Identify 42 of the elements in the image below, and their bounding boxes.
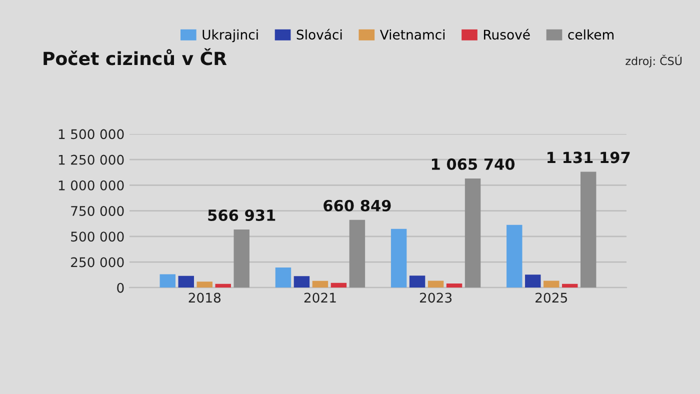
data-label: 566 931 bbox=[208, 209, 276, 222]
bar bbox=[160, 274, 176, 288]
bar bbox=[562, 284, 578, 288]
bar bbox=[525, 274, 541, 288]
data-label: 1 065 740 bbox=[432, 158, 515, 170]
x-tick-label: 2018 bbox=[188, 292, 221, 303]
bar bbox=[312, 280, 328, 288]
legend-label: celkem bbox=[568, 29, 614, 40]
y-tick-label: 1 500 000 bbox=[58, 129, 124, 140]
y-tick-label: 1 000 000 bbox=[58, 180, 124, 190]
bar bbox=[294, 276, 310, 288]
y-tick-label: 500 000 bbox=[71, 232, 124, 242]
legend-label: Rusové bbox=[484, 28, 530, 40]
bar bbox=[390, 228, 407, 288]
bar bbox=[215, 284, 231, 288]
bar bbox=[275, 267, 292, 288]
chart-title: Počet cizinců v ČR bbox=[44, 48, 227, 66]
bar bbox=[446, 284, 462, 288]
bar bbox=[349, 220, 366, 288]
bar bbox=[464, 178, 481, 288]
y-tick-label: 0 bbox=[117, 282, 124, 293]
data-label: 660 849 bbox=[324, 200, 391, 212]
x-tick-label: 2025 bbox=[536, 292, 568, 303]
text: zdroj: ČSÚ bbox=[626, 54, 682, 68]
bar bbox=[196, 282, 212, 288]
bar bbox=[330, 282, 347, 288]
data-label: 1 131 197 bbox=[548, 152, 630, 164]
bar bbox=[544, 280, 560, 288]
bar bbox=[234, 230, 250, 288]
legend-label: Vietnamci bbox=[380, 29, 445, 40]
bar bbox=[178, 276, 194, 288]
legend-label: Ukrajinci bbox=[202, 29, 258, 42]
bar bbox=[580, 172, 596, 288]
bar bbox=[506, 224, 522, 288]
y-tick-label: 1 250 000 bbox=[58, 154, 124, 165]
y-tick-label: 750 000 bbox=[71, 206, 124, 216]
x-tick-label: 2021 bbox=[304, 292, 336, 303]
y-tick-label: 250 000 bbox=[71, 257, 124, 268]
bar bbox=[409, 276, 426, 288]
bar bbox=[428, 280, 444, 288]
legend-label: Slováci bbox=[296, 28, 342, 40]
x-tick-label: 2023 bbox=[420, 292, 452, 303]
